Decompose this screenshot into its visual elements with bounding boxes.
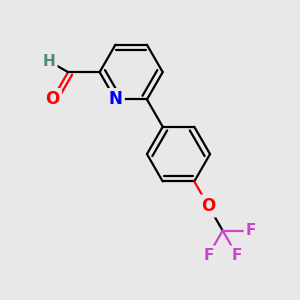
Text: F: F xyxy=(232,248,242,263)
Text: F: F xyxy=(203,248,214,263)
Text: H: H xyxy=(43,54,55,69)
Text: N: N xyxy=(109,91,122,109)
Text: O: O xyxy=(201,197,216,215)
Text: O: O xyxy=(45,91,59,109)
Text: F: F xyxy=(246,223,256,238)
